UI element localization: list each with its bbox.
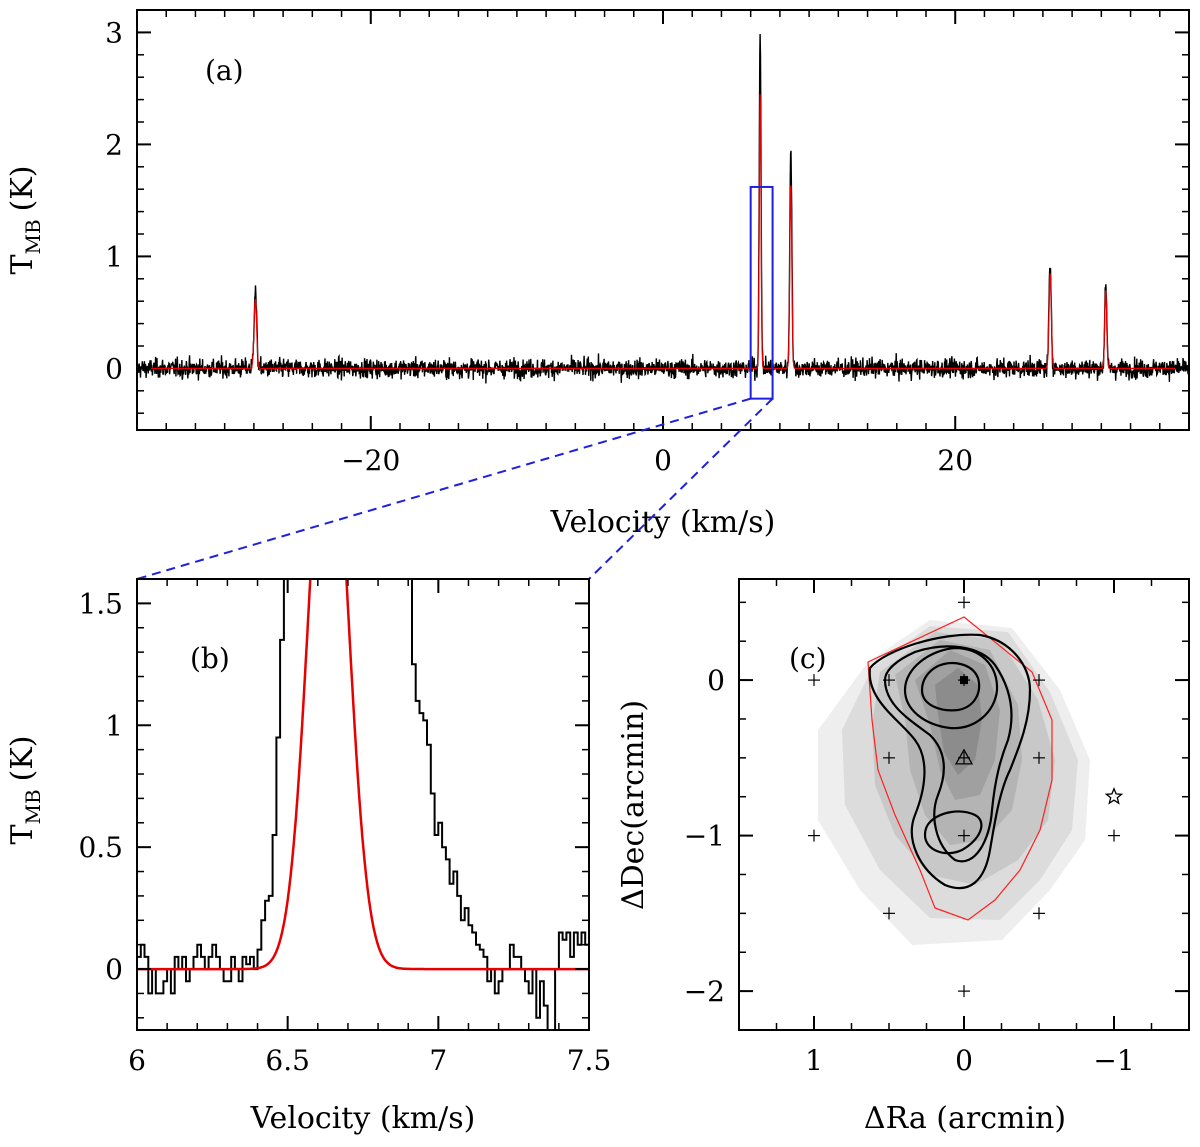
panel-b-frame: [136, 578, 590, 1031]
pointing-position-plus: [1033, 674, 1045, 687]
panel-b-xtick-label: 7.5: [567, 1044, 612, 1077]
panel-a-ytick-label: 1: [105, 240, 123, 273]
pointing-position-plus: [1108, 829, 1120, 842]
panel-b-xtick-label: 6.5: [265, 1044, 310, 1077]
panel-a-ytick-label: 2: [105, 128, 123, 161]
panel-a: −20 0 20 0 1 2 3 (a) Velocity (km/s) TMB (K): [5, 9, 1190, 540]
pointing-position-plus: [1033, 751, 1045, 764]
panel-b-ytick-label: 1: [105, 709, 123, 742]
panel-c-ytick-label: 0: [707, 664, 725, 697]
panel-a-ylabel-unit: (K): [5, 165, 40, 211]
panel-b-label: (b): [190, 642, 230, 675]
panel-b-ytick-label: 1.5: [78, 587, 123, 620]
panel-c-xtick-label: 0: [955, 1044, 973, 1077]
panel-c-ytick-label: −2: [684, 975, 725, 1008]
panel-c-frame: [738, 578, 1190, 1031]
panel-a-xtick-label: 20: [937, 444, 973, 477]
pointing-position-plus: [808, 674, 820, 687]
panel-a-ytick-label: 3: [105, 16, 123, 49]
star-marker: [1104, 786, 1124, 805]
panel-b-ytick-label: 0: [105, 953, 123, 986]
zoom-connector-right: [588, 397, 774, 580]
panel-b-ylabel-unit: (K): [5, 735, 40, 781]
panel-c-ytick-label: −1: [684, 820, 725, 853]
pointing-position-plus: [883, 907, 895, 920]
panel-a-xtick-label: 0: [654, 444, 672, 477]
panel-a-ylabel-main: T: [5, 255, 40, 275]
panel-a-label: (a): [205, 54, 244, 87]
black-contour-peak: [920, 662, 981, 712]
panel-c-black-contours: [868, 633, 1032, 890]
panel-a-xtick-label: −20: [341, 444, 400, 477]
black-contour-south-peak: [923, 810, 983, 855]
panel-a-fit-curve: [137, 94, 1189, 369]
pointing-position-plus: [958, 985, 970, 998]
pointing-position-plus: [958, 596, 970, 609]
grey-contour-level-6: [935, 668, 982, 775]
panel-a-ytick-label: 0: [105, 352, 123, 385]
black-contour-core: [903, 646, 999, 730]
panel-b-ylabel-main: T: [5, 825, 40, 845]
pointing-position-plus: [1033, 907, 1045, 920]
panel-b-ylabel: TMB (K): [5, 735, 45, 844]
pointing-position-plus: [883, 674, 895, 687]
panel-c-ylabel: ΔDec(arcmin): [616, 700, 651, 910]
panel-b-ylabel-sub: MB: [21, 789, 45, 824]
panel-b-xlabel: Velocity (km/s): [250, 1101, 476, 1136]
pointing-position-plus: [808, 829, 820, 842]
black-contour-outer: [868, 633, 1032, 890]
panel-b-xtick-label: 7: [429, 1044, 447, 1077]
panel-b-ytick-label: 0.5: [78, 831, 123, 864]
peak-square-marker: [960, 676, 968, 685]
panel-c: 1 0 −1 0 −1 −2 (c) ΔRa (arcmin) ΔDec(arcmin): [616, 578, 1190, 1136]
panel-a-spectrum-line: [136, 33, 1190, 384]
panel-a-frame: [136, 9, 1190, 431]
panel-a-xlabel: Velocity (km/s): [550, 505, 776, 540]
panel-a-ticks: −20 0 20 0 1 2 3: [105, 9, 1190, 477]
panel-c-xlabel: ΔRa (arcmin): [864, 1101, 1066, 1136]
zoom-connector-left: [136, 397, 751, 580]
triangle-marker: [954, 748, 974, 765]
panel-b-ticks: 6 6.5 7 7.5 0 0.5 1 1.5: [78, 578, 612, 1077]
panel-c-grey-contours: [818, 620, 1090, 945]
panel-b-gaussian-fit: [137, 579, 589, 971]
panel-a-ylabel-sub: MB: [21, 219, 45, 254]
panel-a-zoom-box: [749, 185, 774, 400]
panel-c-red-contour: [867, 616, 1053, 921]
panel-c-ticks: 1 0 −1 0 −1 −2: [684, 579, 1190, 1077]
pointing-position-plus: [883, 751, 895, 764]
pointing-position-plus: [958, 829, 970, 842]
panel-c-xtick-label: 1: [805, 1044, 823, 1077]
black-contour-mid: [883, 645, 1013, 863]
panel-c-markers: [808, 596, 1124, 998]
panel-c-xtick-label: −1: [1093, 1044, 1134, 1077]
panel-b-xtick-label: 6: [128, 1044, 146, 1077]
panel-a-ylabel: TMB (K): [5, 165, 45, 274]
panel-c-label: (c): [789, 642, 827, 675]
panel-b: 6 6.5 7 7.5 0 0.5 1 1.5 (b) Velocity (km/s) TMB…: [5, 578, 612, 1136]
